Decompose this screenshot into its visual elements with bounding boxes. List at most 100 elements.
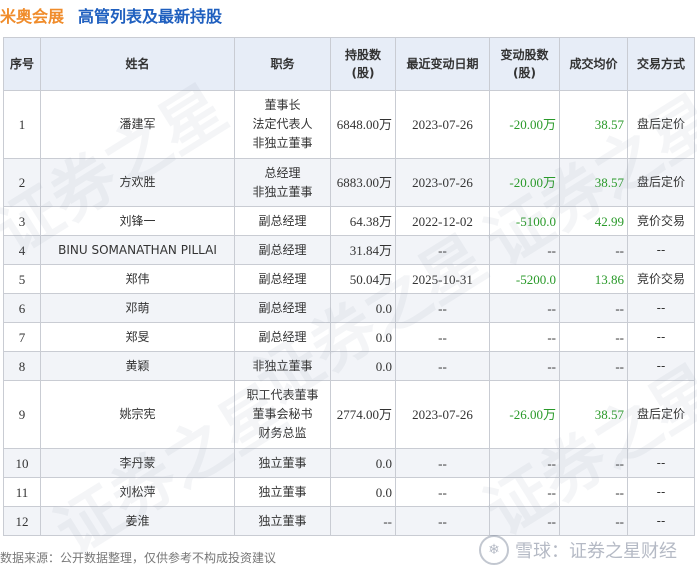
change-date: -- bbox=[395, 235, 490, 265]
table-row: 9 姚宗宪 职工代表董事 董事会秘书 财务总监 2774.00万 2023-07-26 -26… bbox=[3, 380, 695, 449]
column-header: 姓名 bbox=[40, 37, 235, 91]
executive-name: 姜淮 bbox=[40, 506, 235, 536]
row-number: 4 bbox=[3, 235, 41, 265]
executive-name: 潘建军 bbox=[40, 90, 235, 159]
row-number: 8 bbox=[3, 351, 41, 381]
avg-price: -- bbox=[559, 293, 628, 323]
avg-price: 42.99 bbox=[559, 206, 628, 236]
change-date: -- bbox=[395, 351, 490, 381]
avg-price: -- bbox=[559, 351, 628, 381]
executive-name: 姚宗宪 bbox=[40, 380, 235, 449]
table-body: 1 潘建军 董事长 法定代表人 非独立董事 6848.00万 2023-07-26 -20.0… bbox=[3, 90, 695, 536]
position-cell: 职工代表董事 董事会秘书 财务总监 bbox=[234, 380, 331, 449]
trade-method: 盘后定价 bbox=[627, 380, 695, 449]
company-name: 米奥会展 bbox=[0, 7, 65, 26]
position-cell: 董事长 法定代表人 非独立董事 bbox=[234, 90, 331, 159]
position-cell: 副总经理 bbox=[234, 235, 331, 265]
change-date: -- bbox=[395, 477, 490, 507]
executive-name: 刘松萍 bbox=[40, 477, 235, 507]
column-header: 交易方式 bbox=[627, 37, 695, 91]
column-header: 职务 bbox=[234, 37, 331, 91]
table-row: 4 BINU SOMANATHAN PILLAI 副总经理 31.84万 -- -- -- -… bbox=[3, 235, 695, 265]
row-number: 7 bbox=[3, 322, 41, 352]
column-header: 序号 bbox=[3, 37, 41, 91]
position-cell: 非独立董事 bbox=[234, 351, 331, 381]
position-line: 副总经理 bbox=[258, 329, 307, 344]
avg-price: -- bbox=[559, 322, 628, 352]
change-date: -- bbox=[395, 448, 490, 478]
position-cell: 副总经理 bbox=[234, 206, 331, 236]
position-cell: 独立董事 bbox=[234, 477, 331, 507]
trade-method: -- bbox=[627, 477, 695, 507]
page-title: 高管列表及最新持股 bbox=[78, 7, 223, 26]
avg-price: 38.57 bbox=[559, 380, 628, 449]
row-number: 2 bbox=[3, 158, 41, 207]
share-change: -- bbox=[489, 477, 560, 507]
table-row: 10 李丹蒙 独立董事 0.0 -- -- -- -- bbox=[3, 448, 695, 478]
trade-method: -- bbox=[627, 448, 695, 478]
position-line: 独立董事 bbox=[258, 513, 307, 528]
change-date: 2023-07-26 bbox=[395, 90, 490, 159]
position-line: 独立董事 bbox=[258, 484, 307, 499]
shares-held: 6848.00万 bbox=[330, 90, 396, 159]
executive-name: 邓萌 bbox=[40, 293, 235, 323]
shares-held: 0.0 bbox=[330, 448, 396, 478]
row-number: 11 bbox=[3, 477, 41, 507]
position-line: 独立董事 bbox=[258, 455, 307, 470]
change-date: 2025-10-31 bbox=[395, 264, 490, 294]
trade-method: 盘后定价 bbox=[627, 158, 695, 207]
row-number: 6 bbox=[3, 293, 41, 323]
position-line: 副总经理 bbox=[258, 300, 307, 315]
share-change: -- bbox=[489, 448, 560, 478]
row-number: 12 bbox=[3, 506, 41, 536]
column-header: 持股数 (股) bbox=[330, 37, 396, 91]
brand-footer: ❄ 雪球：证券之星财经 bbox=[479, 535, 677, 565]
executive-name: 刘锋一 bbox=[40, 206, 235, 236]
position-line: 非独立董事 bbox=[252, 358, 313, 373]
table-row: 6 邓萌 副总经理 0.0 -- -- -- -- bbox=[3, 293, 695, 323]
avg-price: -- bbox=[559, 235, 628, 265]
position-line: 董事长 bbox=[264, 98, 301, 112]
column-header: 变动股数 (股) bbox=[489, 37, 560, 91]
shares-held: 31.84万 bbox=[330, 235, 396, 265]
position-cell: 副总经理 bbox=[234, 322, 331, 352]
column-header: 成交均价 bbox=[559, 37, 628, 91]
avg-price: -- bbox=[559, 448, 628, 478]
shares-held: -- bbox=[330, 506, 396, 536]
executive-name: 黄颖 bbox=[40, 351, 235, 381]
position-line: 非独立董事 bbox=[252, 184, 313, 199]
shares-held: 0.0 bbox=[330, 477, 396, 507]
row-number: 5 bbox=[3, 264, 41, 294]
position-cell: 副总经理 bbox=[234, 293, 331, 323]
table-row: 3 刘锋一 副总经理 64.38万 2022-12-02 -5100.0 42.99 竞价交易 bbox=[3, 206, 695, 236]
share-change: -26.00万 bbox=[489, 380, 560, 449]
avg-price: 38.57 bbox=[559, 90, 628, 159]
executive-name: 李丹蒙 bbox=[40, 448, 235, 478]
shares-held: 0.0 bbox=[330, 322, 396, 352]
row-number: 1 bbox=[3, 90, 41, 159]
change-date: -- bbox=[395, 293, 490, 323]
trade-method: 竞价交易 bbox=[627, 264, 695, 294]
share-change: -- bbox=[489, 235, 560, 265]
shares-held: 50.04万 bbox=[330, 264, 396, 294]
avg-price: 13.86 bbox=[559, 264, 628, 294]
avg-price: -- bbox=[559, 506, 628, 536]
executive-name: 方欢胜 bbox=[40, 158, 235, 207]
row-number: 9 bbox=[3, 380, 41, 449]
position-cell: 副总经理 bbox=[234, 264, 331, 294]
table-row: 8 黄颖 非独立董事 0.0 -- -- -- -- bbox=[3, 351, 695, 381]
change-date: 2023-07-26 bbox=[395, 380, 490, 449]
brand-label: 雪球：证券之星财经 bbox=[515, 541, 677, 562]
position-line: 财务总监 bbox=[258, 426, 307, 440]
position-cell: 独立董事 bbox=[234, 506, 331, 536]
shares-held: 6883.00万 bbox=[330, 158, 396, 207]
position-line: 董事会秘书 bbox=[252, 407, 313, 421]
share-change: -20.00万 bbox=[489, 90, 560, 159]
snowball-icon: ❄ bbox=[479, 535, 509, 565]
table-row: 12 姜淮 独立董事 -- -- -- -- -- bbox=[3, 506, 695, 536]
change-date: -- bbox=[395, 506, 490, 536]
trade-method: -- bbox=[627, 506, 695, 536]
avg-price: 38.57 bbox=[559, 158, 628, 207]
avg-price: -- bbox=[559, 477, 628, 507]
executive-table: 序号 姓名 职务 持股数 (股) 最近变动日期 变动股数 (股) 成交均价 交易方式 1 潘建军 董事… bbox=[3, 37, 695, 536]
